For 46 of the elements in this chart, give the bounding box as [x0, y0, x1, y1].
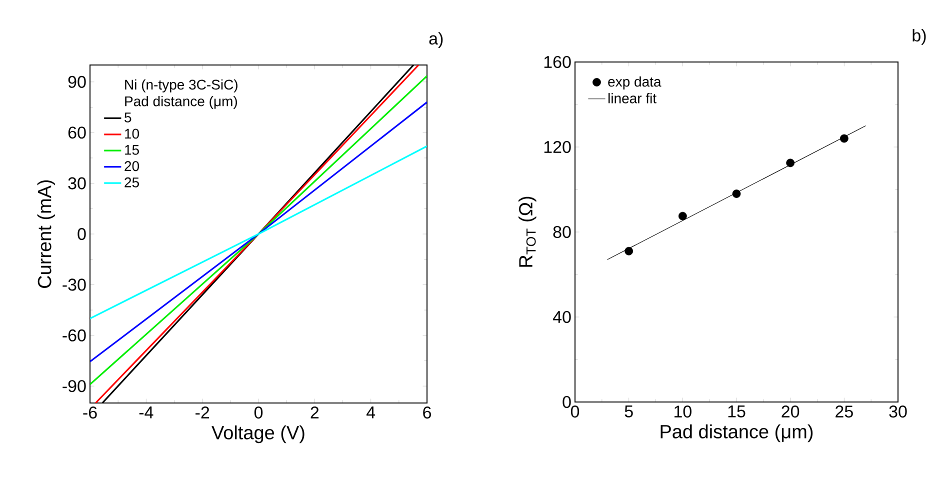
y-tick-label: 40 [552, 310, 571, 324]
y-tick-label: 90 [68, 76, 86, 88]
x-tick-label: -6 [83, 406, 97, 419]
point [678, 212, 687, 220]
legend-label: 15 [125, 145, 139, 155]
legend-label: 10 [125, 128, 140, 139]
y-tick-label: 0 [562, 396, 571, 408]
y-tick-label: -60 [62, 329, 86, 342]
x-tick-label: -2 [196, 406, 210, 418]
legend-label: 5 [124, 112, 132, 122]
x-tick-label: 5 [624, 406, 633, 418]
legend-label: 25 [124, 177, 139, 188]
point [786, 158, 795, 168]
legend-label: 20 [124, 161, 140, 172]
point [624, 246, 634, 256]
y-tick-label: -30 [62, 278, 86, 291]
x-tick-label: 30 [889, 406, 907, 418]
point [840, 134, 848, 143]
x-tick-label: 6 [423, 406, 431, 419]
legend-label: exp data [608, 76, 662, 90]
x-tick-label: 10 [674, 406, 692, 418]
x-tick-label: 20 [782, 406, 800, 418]
y-tick-label: 120 [544, 140, 571, 154]
point [732, 190, 741, 198]
y-tick-label: 0 [78, 228, 86, 240]
y-tick-label: -90 [62, 380, 86, 392]
y-axis-title: Current (mA) [37, 180, 56, 288]
y-tick-label: 160 [544, 56, 571, 68]
legend-title: Pad distance (μm) [125, 96, 237, 110]
y-tick-label: 30 [68, 177, 86, 190]
x-tick-label: 25 [836, 406, 853, 418]
x-tick-label: 0 [570, 406, 580, 418]
y-tick-label: 80 [553, 226, 571, 238]
x-tick-label: 4 [366, 406, 376, 418]
annotation: Ni (n-type 3C-SiC) [125, 79, 238, 92]
legend-label: linear fit [608, 93, 656, 104]
x-axis-title: Voltage (V) [212, 425, 304, 444]
y-tick-label: 60 [68, 126, 86, 139]
x-tick-label: 0 [254, 406, 263, 419]
x-axis-title: Pad distance (μm) [660, 424, 813, 442]
x-tick-label: 15 [728, 406, 746, 418]
text: b) [912, 29, 926, 45]
y-axis-title: R$_{TOT}$ (Ω) [518, 196, 536, 267]
text: a) [429, 32, 443, 48]
x-tick-label: 2 [310, 406, 319, 418]
x-tick-label: -4 [139, 406, 154, 418]
